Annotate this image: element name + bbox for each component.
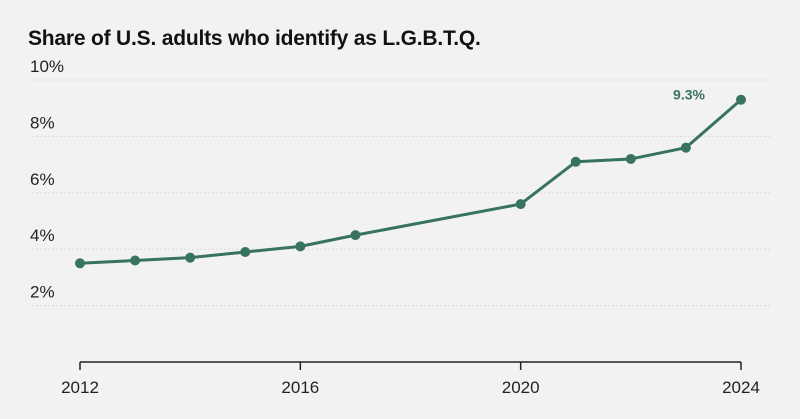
data-point <box>130 255 141 266</box>
data-point <box>570 156 581 167</box>
data-label: 9.3% <box>673 87 705 103</box>
data-point <box>680 142 691 153</box>
data-point <box>240 247 251 258</box>
axes <box>79 361 742 370</box>
y-tick-label: 2% <box>30 283 55 302</box>
y-tick-label: 6% <box>30 170 55 189</box>
series-line <box>78 98 743 265</box>
data-point <box>350 230 361 241</box>
x-tick-label: 2012 <box>61 378 99 397</box>
data-point <box>515 199 526 210</box>
x-tick-label: 2024 <box>722 378 760 397</box>
data-point <box>625 153 636 164</box>
data-point <box>185 252 196 263</box>
data-point <box>295 241 306 252</box>
series-layer <box>75 94 746 269</box>
y-tick-label: 10% <box>30 57 64 76</box>
data-point <box>736 94 746 105</box>
x-tick-label: 2016 <box>281 378 319 397</box>
grid-lines <box>32 79 772 307</box>
x-tick-label: 2020 <box>502 378 540 397</box>
y-tick-label: 8% <box>30 113 55 132</box>
labels-layer: 2% 4% 6% 8% 10% 2012 2016 2020 2024 9.3% <box>30 57 760 397</box>
chart-title: Share of U.S. adults who identify as L.G… <box>28 27 481 50</box>
y-tick-label: 4% <box>30 226 55 245</box>
data-point <box>75 258 85 269</box>
